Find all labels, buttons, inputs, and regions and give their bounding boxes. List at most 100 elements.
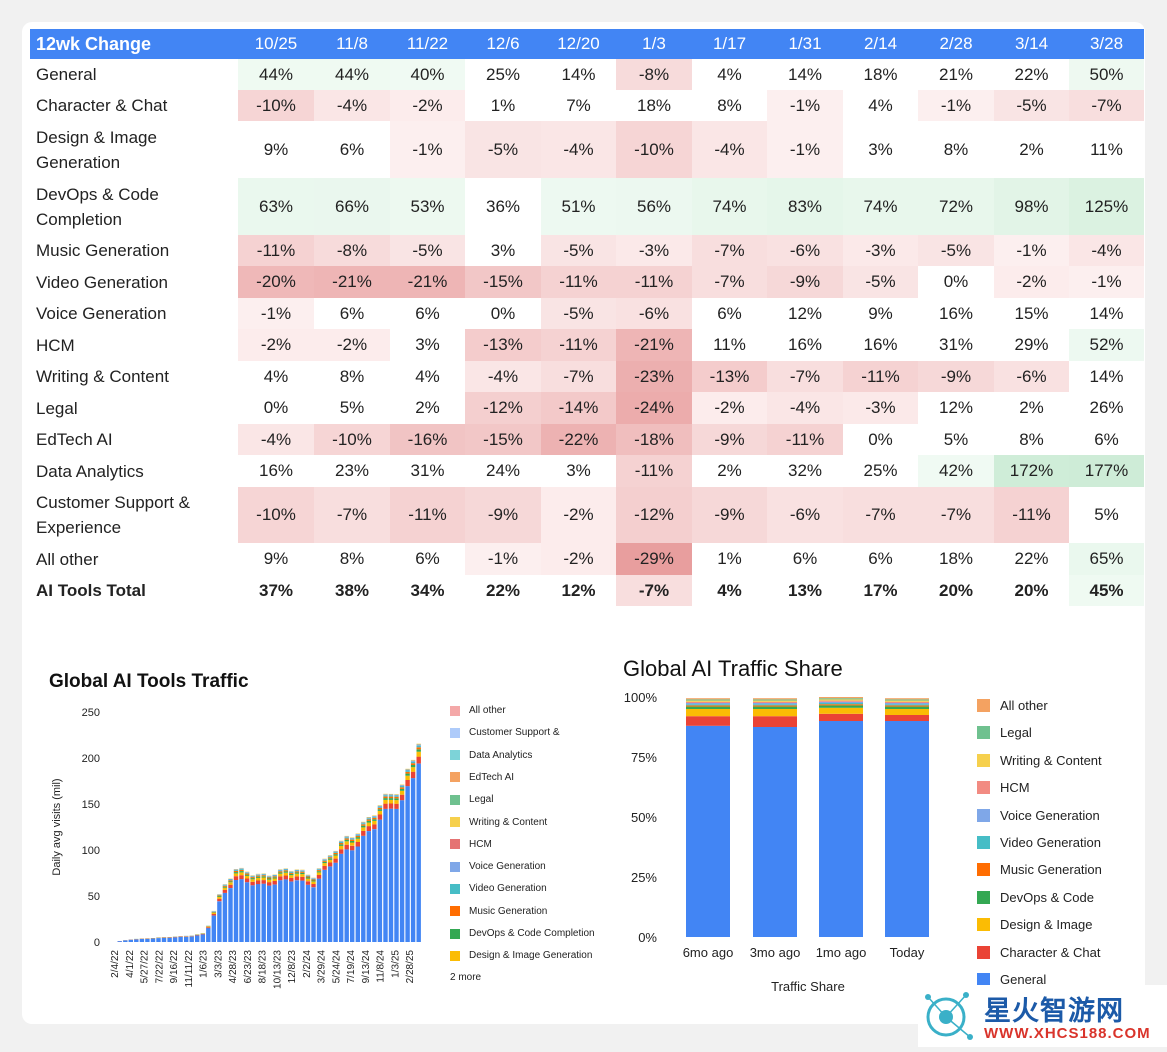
traffic-bar-segment bbox=[378, 808, 382, 809]
table-cell: -3% bbox=[616, 235, 692, 266]
table-cell: -16% bbox=[390, 424, 465, 455]
traffic-bar-segment bbox=[217, 895, 221, 896]
table-cell: -7% bbox=[843, 487, 918, 543]
table-cell: 31% bbox=[390, 455, 465, 487]
x-tick-label: 2/4/22 bbox=[110, 950, 121, 978]
table-cell: -12% bbox=[616, 487, 692, 543]
table-cell: 17% bbox=[843, 575, 918, 606]
traffic-bar-segment bbox=[245, 872, 249, 873]
table-cell: -9% bbox=[767, 266, 843, 298]
table-cell: -2% bbox=[541, 543, 616, 575]
table-cell: 26% bbox=[1069, 392, 1144, 424]
traffic-bar-segment bbox=[267, 878, 271, 879]
table-cell: -23% bbox=[616, 361, 692, 392]
traffic-bar-segment bbox=[278, 871, 282, 872]
traffic-bar-segment bbox=[284, 873, 288, 876]
traffic-bar-segment bbox=[278, 872, 282, 873]
x-tick-label: 9/13/24 bbox=[361, 950, 372, 984]
traffic-bar-segment bbox=[300, 871, 304, 872]
traffic-bar-segment bbox=[361, 836, 365, 942]
traffic-bar-segment bbox=[345, 840, 349, 842]
table-cell: 16% bbox=[843, 329, 918, 361]
legend-more-link[interactable]: 2 more bbox=[450, 972, 481, 983]
traffic-bar-segment bbox=[289, 873, 293, 874]
traffic-bar-segment bbox=[173, 937, 177, 942]
table-cell: 3% bbox=[541, 455, 616, 487]
table-cell: 6% bbox=[692, 298, 767, 329]
table-cell: -3% bbox=[843, 235, 918, 266]
traffic-bar-segment bbox=[400, 789, 404, 791]
traffic-bar-segment bbox=[262, 878, 266, 881]
legend-label: Writing & Content bbox=[1000, 753, 1102, 768]
legend-item: Writing & Content bbox=[977, 753, 1102, 768]
table-cell: 52% bbox=[1069, 329, 1144, 361]
traffic-bar-segment bbox=[262, 874, 266, 875]
table-cell: -7% bbox=[1069, 90, 1144, 121]
traffic-bar-segment bbox=[356, 839, 360, 842]
legend-item: Music Generation bbox=[450, 906, 547, 917]
table-cell: 16% bbox=[918, 298, 994, 329]
traffic-bar-segment bbox=[417, 744, 421, 745]
traffic-bar-segment bbox=[273, 879, 277, 882]
traffic-bar-segment bbox=[306, 878, 310, 879]
share-bar-segment bbox=[885, 703, 929, 704]
legend-swatch bbox=[977, 726, 990, 739]
table-cell: -11% bbox=[616, 266, 692, 298]
table-cell: 18% bbox=[918, 543, 994, 575]
table-cell: 4% bbox=[843, 90, 918, 121]
x-axis-label: Traffic Share bbox=[771, 979, 845, 994]
x-category-label: Today bbox=[890, 945, 925, 960]
traffic-bar-segment bbox=[206, 928, 210, 942]
share-bar-segment bbox=[686, 699, 730, 700]
traffic-bar-segment bbox=[405, 769, 409, 770]
table-cell: -7% bbox=[314, 487, 390, 543]
legend-item: All other bbox=[450, 705, 506, 716]
share-bar-segment bbox=[819, 714, 863, 721]
table-cell: 177% bbox=[1069, 455, 1144, 487]
table-cell: -7% bbox=[692, 235, 767, 266]
traffic-bar-segment bbox=[228, 881, 232, 882]
table-cell: -21% bbox=[616, 329, 692, 361]
table-cell: 6% bbox=[843, 543, 918, 575]
legend-label: Data Analytics bbox=[469, 750, 532, 761]
share-bar-segment bbox=[753, 705, 797, 706]
traffic-bar-segment bbox=[405, 774, 409, 776]
left-chart-title: Global AI Tools Traffic bbox=[49, 671, 249, 693]
traffic-bar-segment bbox=[262, 876, 266, 877]
row-label: Customer Support & Experience bbox=[30, 487, 238, 543]
table-cell: 11% bbox=[692, 329, 767, 361]
column-header: 3/28 bbox=[1069, 29, 1144, 59]
legend-swatch bbox=[450, 750, 460, 760]
traffic-bar-segment bbox=[289, 878, 293, 882]
table-cell: 5% bbox=[1069, 487, 1144, 543]
legend-item: Legal bbox=[977, 725, 1032, 740]
traffic-bar-segment bbox=[317, 869, 321, 870]
table-cell: 13% bbox=[767, 575, 843, 606]
share-bar-segment bbox=[686, 698, 730, 699]
traffic-bar-segment bbox=[289, 871, 293, 872]
table-cell: 65% bbox=[1069, 543, 1144, 575]
share-bar-segment bbox=[885, 699, 929, 700]
traffic-bar-segment bbox=[383, 798, 387, 800]
traffic-bar-segment bbox=[245, 873, 249, 874]
column-header: 1/3 bbox=[616, 29, 692, 59]
table-cell: -11% bbox=[390, 487, 465, 543]
table-cell: 12% bbox=[918, 392, 994, 424]
traffic-bar-segment bbox=[239, 870, 243, 871]
traffic-bar-segment bbox=[223, 885, 227, 886]
traffic-bar-segment bbox=[367, 818, 371, 819]
traffic-bar-segment bbox=[300, 877, 304, 881]
traffic-bar-segment bbox=[333, 856, 337, 859]
table-cell: 8% bbox=[994, 424, 1069, 455]
table-cell: -10% bbox=[238, 90, 314, 121]
legend-label: HCM bbox=[1000, 780, 1030, 795]
legend-item: HCM bbox=[450, 839, 492, 850]
traffic-bar-segment bbox=[367, 820, 371, 821]
traffic-bar-segment bbox=[333, 851, 337, 852]
traffic-bar-segment bbox=[378, 807, 382, 808]
table-cell: -5% bbox=[994, 90, 1069, 121]
traffic-bar-segment bbox=[394, 794, 398, 795]
